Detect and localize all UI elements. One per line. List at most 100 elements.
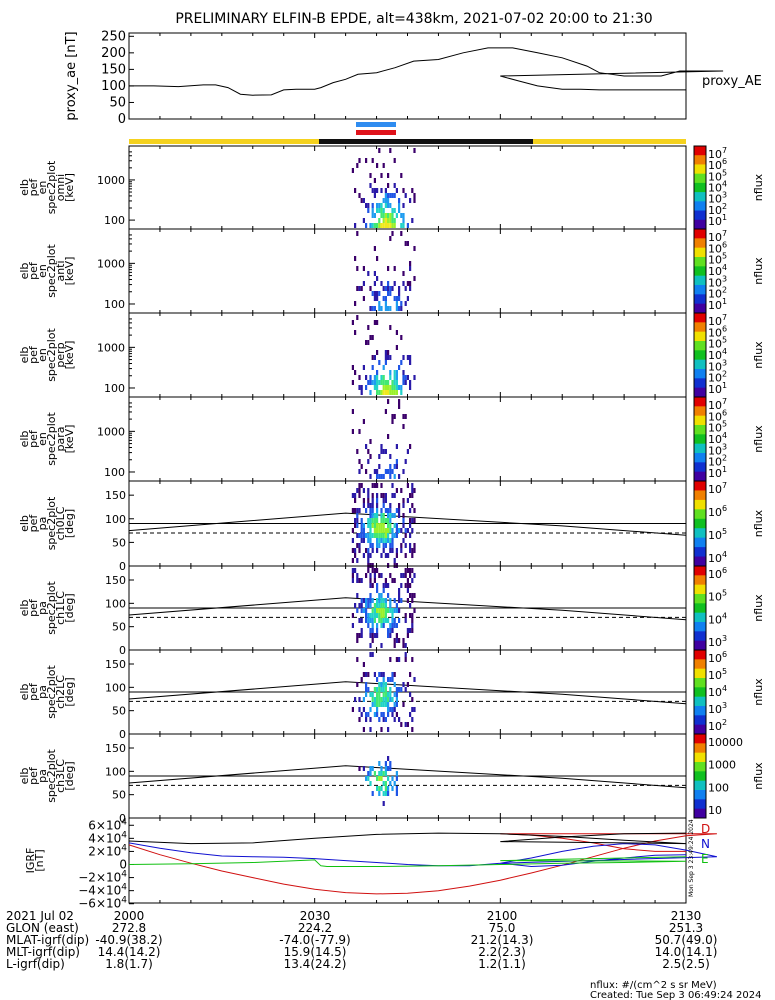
y-axis-label-line: [keV] <box>63 341 76 370</box>
heatmap-cell <box>376 633 379 638</box>
heatmap-cell <box>391 786 394 791</box>
heatmap-cell <box>373 355 376 360</box>
y-axis-label-line: spec2plot <box>45 496 58 550</box>
heatmap-cell <box>395 188 398 193</box>
heatmap-cell <box>387 434 390 439</box>
heatmap-cell <box>406 578 409 583</box>
heatmap-cell <box>406 355 409 360</box>
heatmap-cell <box>376 503 379 508</box>
heatmap-cell <box>404 241 407 246</box>
heatmap-cell <box>380 727 383 732</box>
heatmap-cell <box>378 613 381 618</box>
heatmap-cell <box>369 781 372 786</box>
heatmap-cell <box>402 503 405 508</box>
heatmap-cell <box>373 213 376 218</box>
heatmap-cell <box>371 633 374 638</box>
colorbar-segment <box>694 341 706 351</box>
heatmap-cell <box>387 469 390 474</box>
heatmap-cell <box>369 628 372 633</box>
y-tick-label: 100 <box>105 765 126 778</box>
heatmap-cell <box>384 286 387 291</box>
heatmap-cell <box>360 578 363 583</box>
heatmap-cell <box>354 330 357 335</box>
heatmap-cell <box>389 385 392 390</box>
y-tick-label: 100 <box>104 298 125 311</box>
heatmap-cell <box>400 306 403 311</box>
colorbar-tick-label: 107 <box>708 481 727 496</box>
heatmap-cell <box>404 568 407 573</box>
colorbar-tick-label: 10000 <box>708 736 743 749</box>
heatmap-cell <box>351 573 354 578</box>
heatmap-cell <box>389 707 392 712</box>
heatmap-cell <box>411 548 414 553</box>
ephemeris-row-label: L-igrf(dip) <box>6 957 65 971</box>
heatmap-cell <box>387 786 390 791</box>
heatmap-cell <box>367 533 370 538</box>
heatmap-cell <box>358 578 361 583</box>
heatmap-cell <box>376 508 379 513</box>
heatmap-cell <box>387 223 390 228</box>
heatmap-cell <box>376 513 379 518</box>
heatmap-cell <box>387 281 390 286</box>
heatmap-cell <box>389 325 392 330</box>
heatmap-cell <box>369 439 372 444</box>
heatmap-cell <box>360 538 363 543</box>
heatmap-cell <box>391 697 394 702</box>
heatmap-cell <box>369 573 372 578</box>
heatmap-cell <box>362 553 365 558</box>
heatmap-cell <box>376 588 379 593</box>
panel-pa_ch2LC: elbpefpaspec2plotch2LC[deg]1501005001061… <box>18 649 765 741</box>
heatmap-cell <box>365 776 368 781</box>
heatmap-cell <box>365 444 368 449</box>
heatmap-cell <box>384 380 387 385</box>
heatmap-cell <box>402 513 405 518</box>
colorbar-segment <box>694 678 706 688</box>
heatmap-cell <box>382 692 385 697</box>
heatmap-cell <box>395 508 398 513</box>
shadow-segment <box>319 139 533 144</box>
heatmap-cell <box>376 518 379 523</box>
heatmap-cell <box>373 271 376 276</box>
science-zone-red-bar <box>356 130 396 135</box>
heatmap-cell <box>378 538 381 543</box>
y-tick-label: 50 <box>112 536 126 549</box>
heatmap-cell <box>389 474 392 479</box>
heatmap-cell <box>367 672 370 677</box>
heatmap-cell <box>395 702 398 707</box>
heatmap-cell <box>384 469 387 474</box>
colorbar-label: nflux <box>752 762 765 790</box>
spectrogram-pixels <box>358 756 398 806</box>
colorbar-segment <box>694 322 706 333</box>
heatmap-cell <box>369 513 372 518</box>
colorbar-segment <box>694 397 706 407</box>
heatmap-cell <box>387 266 390 271</box>
heatmap-cell <box>376 692 379 697</box>
colorbar-segment <box>694 762 706 772</box>
heatmap-cell <box>384 583 387 588</box>
heatmap-cell <box>362 266 365 271</box>
heatmap-cell <box>398 286 401 291</box>
y-axis-label-line: elb <box>18 600 31 617</box>
y-axis-label-line: spec2plot <box>45 244 58 298</box>
y-axis-label-line: en <box>36 348 49 362</box>
spectrogram-pixels <box>351 148 416 228</box>
series-line-E <box>128 856 687 867</box>
heatmap-cell <box>365 717 368 722</box>
heatmap-cell <box>376 543 379 548</box>
heatmap-cell <box>398 291 401 296</box>
heatmap-cell <box>398 598 401 603</box>
heatmap-cell <box>406 528 409 533</box>
heatmap-cell <box>362 662 365 667</box>
legend-N: N <box>701 837 710 851</box>
heatmap-cell <box>378 761 381 766</box>
heatmap-cell <box>402 375 405 380</box>
heatmap-cell <box>360 483 363 488</box>
y-tick-label: 100 <box>105 681 126 694</box>
heatmap-cell <box>382 623 385 628</box>
heatmap-cell <box>411 218 414 223</box>
heatmap-cell <box>380 682 383 687</box>
spectrogram-pixels <box>354 231 416 311</box>
